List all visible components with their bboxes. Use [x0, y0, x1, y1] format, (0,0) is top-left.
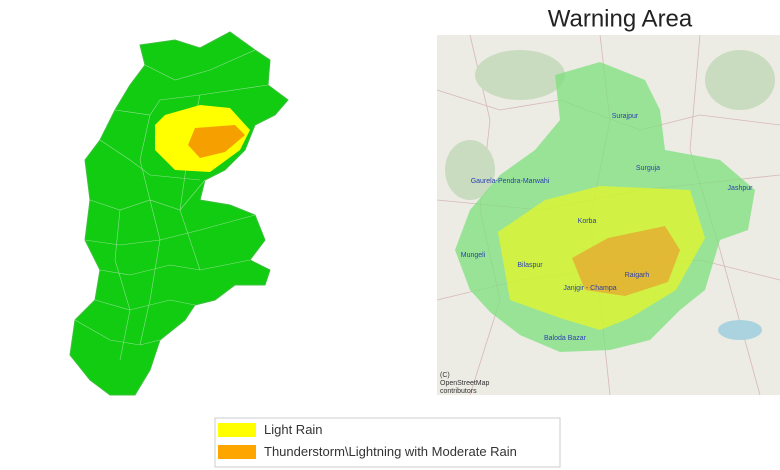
legend: Light Rain Thunderstorm\Lightning with Mo… [214, 417, 561, 468]
place-label: Raigarh [625, 272, 650, 279]
place-label: Jashpur [728, 185, 754, 192]
legend-label: Light Rain [264, 422, 323, 437]
attribution-line: OpenStreetMap [440, 380, 490, 387]
place-label: Bilaspur [517, 262, 543, 269]
legend-swatch [218, 423, 256, 437]
water [718, 320, 762, 340]
place-labels: Surajpur Surguja Jashpur Gaurela-Pendra-Mar… [461, 113, 753, 342]
place-label: Baloda Bazar [544, 335, 587, 342]
place-label: Mungeli [461, 252, 486, 259]
thunderstorm-area [188, 125, 245, 158]
place-label: Gaurela-Pendra-Marwahi [471, 178, 550, 185]
forests [445, 50, 775, 200]
legend-label: Thunderstorm\Lightning with Moderate Rai… [264, 444, 517, 459]
attribution-line: contributors [440, 388, 477, 395]
legend-swatch [218, 445, 256, 459]
place-label: Surajpur [612, 113, 639, 120]
state-shape [69, 31, 289, 396]
place-label: Surguja [636, 165, 660, 172]
place-label: Korba [578, 218, 597, 225]
district-borders [74, 49, 269, 361]
legend-box [214, 417, 561, 468]
map-title: Warning Area [548, 5, 693, 32]
place-label: Janjgir - Champa [563, 285, 616, 292]
thunderstorm-area [572, 226, 680, 296]
detail-map: Surajpur Surguja Jashpur Gaurela-Pendra-Mar… [436, 34, 780, 396]
attribution-line: (C) [440, 372, 450, 379]
state-map [69, 31, 289, 396]
